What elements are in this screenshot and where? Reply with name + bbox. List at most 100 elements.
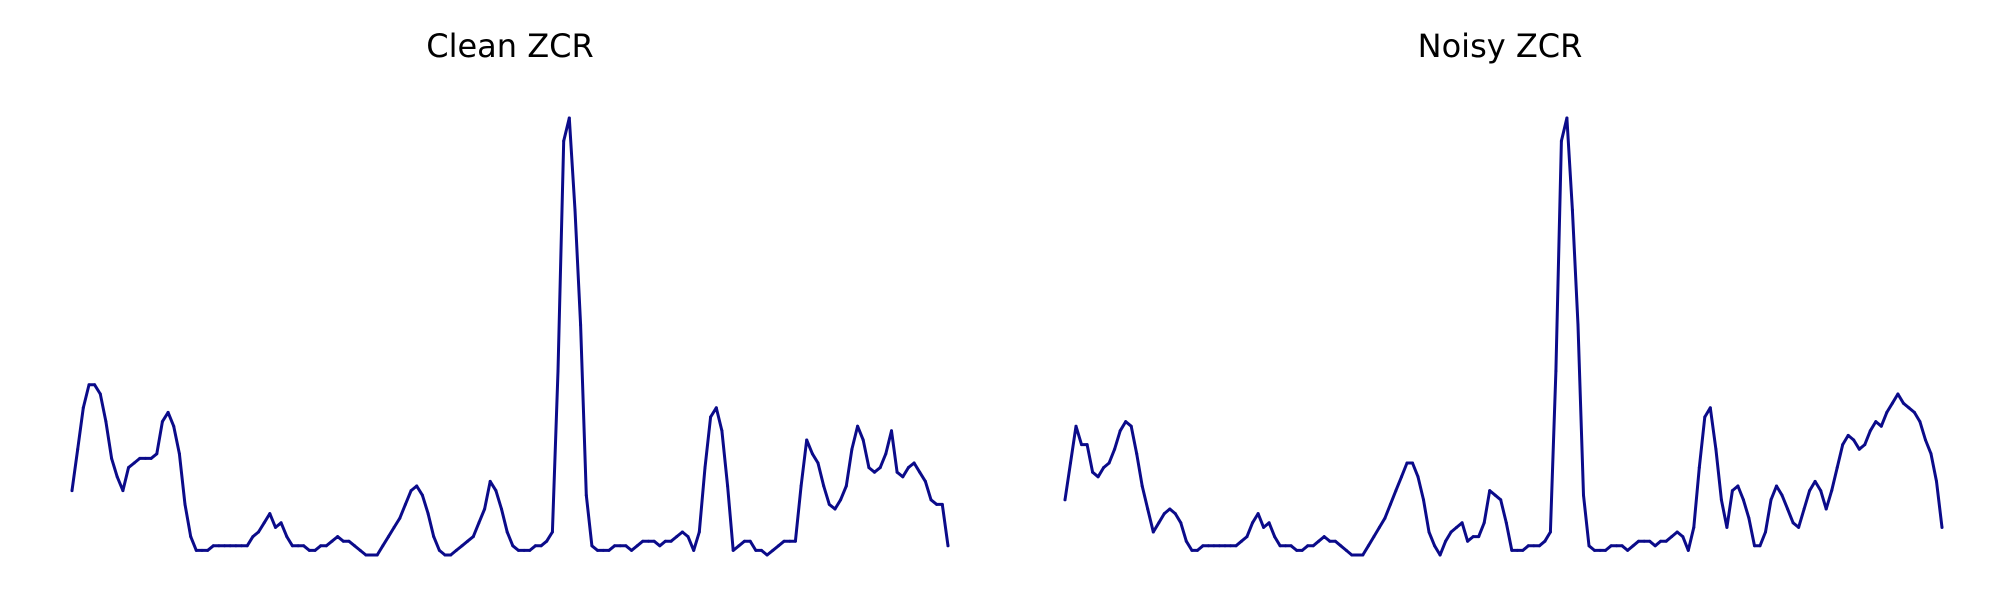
clean-zcr-point-151 [923,479,927,483]
clean-zcr-point-149 [912,461,916,465]
noisy-zcr-point-3 [1080,443,1083,447]
noisy-zcr-point-155 [1918,420,1922,424]
clean-zcr-point-98 [624,544,628,548]
noisy-zcr-point-105 [1642,539,1646,543]
clean-zcr-point-63 [426,512,430,516]
clean-zcr-point-121 [754,548,758,552]
clean-zcr-point-49 [347,539,351,543]
noisy-zcr-point-7 [1102,466,1106,470]
clean-zcr-point-38 [285,535,289,539]
noisy-zcr-point-125 [1753,544,1756,548]
clean-zcr-point-1 [76,447,80,451]
noisy-zcr-point-4 [1085,443,1089,447]
clean-zcr-point-95 [607,548,611,552]
noisy-zcr-point-43 [1300,548,1304,552]
noisy-zcr-point-134 [1802,507,1806,511]
noisy-zcr-point-142 [1846,433,1850,437]
clean-zcr-point-85 [550,530,554,534]
noisy-zcr-point-67 [1433,544,1437,548]
noisy-zcr-point-56 [1372,535,1376,539]
noisy-zcr-point-47 [1322,535,1326,539]
noisy-zcr-point-96 [1593,548,1596,552]
noisy-zcr-point-35 [1256,512,1260,516]
clean-zcr-point-46 [330,539,334,543]
clean-zcr-point-29 [234,544,238,548]
clean-zcr-point-102 [647,539,650,543]
clean-zcr-point-37 [279,521,283,525]
noisy-zcr-point-107 [1653,544,1657,548]
clean-zcr-point-138 [850,447,854,451]
noisy-zcr-point-114 [1692,525,1696,529]
noisy-zcr-point-41 [1289,544,1293,548]
clean-zcr-point-93 [596,548,600,552]
clean-zcr-point-129 [799,484,803,488]
clean-zcr-point-116 [726,484,730,488]
clean-zcr-point-40 [296,544,300,548]
noisy-zcr-point-30 [1229,544,1232,548]
clean-zcr-point-131 [810,452,814,456]
clean-zcr-panel: Clean ZCR [70,27,950,557]
noisy-zcr-point-104 [1637,539,1641,543]
clean-zcr-point-32 [251,535,255,539]
noisy-zcr-point-129 [1775,484,1778,488]
clean-zcr-point-44 [319,544,323,548]
clean-zcr-point-35 [268,512,272,516]
noisy-zcr-point-78 [1493,493,1497,497]
clean-zcr-point-54 [375,553,379,557]
noisy-zcr-point-139 [1830,489,1834,493]
clean-zcr-point-45 [324,544,328,548]
noisy-zcr-point-58 [1383,516,1387,520]
clean-zcr-point-23 [200,548,204,552]
clean-zcr-point-77 [505,530,509,534]
noisy-zcr-point-156 [1924,438,1927,442]
noisy-zcr-point-109 [1664,539,1668,543]
clean-zcr-point-79 [517,548,520,552]
noisy-zcr-point-55 [1366,544,1370,548]
clean-zcr-point-22 [194,548,198,552]
clean-zcr-point-8 [115,475,119,479]
noisy-zcr-point-141 [1841,443,1845,447]
noisy-zcr-point-136 [1813,479,1817,483]
noisy-zcr-point-42 [1295,548,1299,552]
noisy-zcr-point-16 [1151,530,1155,534]
noisy-zcr-point-26 [1206,544,1210,548]
clean-zcr-point-103 [652,539,656,543]
clean-zcr-point-13 [144,456,147,460]
noisy-zcr-point-54 [1361,553,1365,557]
clean-zcr-point-135 [833,507,837,511]
clean-zcr-point-18 [172,424,176,428]
noisy-zcr-point-19 [1168,507,1172,511]
noisy-zcr-point-12 [1129,424,1133,428]
noisy-zcr-point-53 [1355,553,1359,557]
noisy-zcr-point-72 [1460,521,1464,525]
noisy-zcr-point-103 [1631,544,1635,548]
noisy-zcr-point-138 [1824,507,1828,511]
clean-zcr-point-152 [929,498,933,502]
noisy-zcr-point-66 [1427,530,1431,534]
noisy-zcr-point-90 [1559,139,1563,143]
noisy-zcr-point-62 [1405,461,1409,465]
noisy-zcr-point-73 [1466,539,1470,543]
noisy-zcr-point-11 [1124,420,1128,424]
noisy-zcr-point-146 [1868,429,1872,433]
noisy-zcr-point-33 [1245,535,1249,539]
noisy-zcr-point-70 [1449,530,1453,534]
noisy-zcr-point-39 [1278,544,1282,548]
noisy-zcr-point-37 [1267,521,1271,525]
clean-zcr-point-43 [313,548,317,552]
noisy-zcr-point-128 [1769,498,1773,502]
clean-zcr-point-56 [387,535,390,539]
clean-zcr-point-108 [680,530,684,534]
noisy-zcr-point-28 [1217,544,1221,548]
clean-zcr-point-4 [93,383,97,387]
clean-zcr-point-124 [771,548,775,552]
noisy-zcr-point-152 [1901,401,1905,405]
clean-zcr-point-71 [471,535,475,539]
noisy-zcr-point-46 [1317,539,1321,543]
clean-zcr-point-128 [793,539,797,543]
clean-zcr-point-51 [358,548,362,552]
clean-zcr-point-94 [601,548,605,552]
clean-zcr-point-126 [782,539,786,543]
clean-zcr-point-107 [675,535,679,539]
